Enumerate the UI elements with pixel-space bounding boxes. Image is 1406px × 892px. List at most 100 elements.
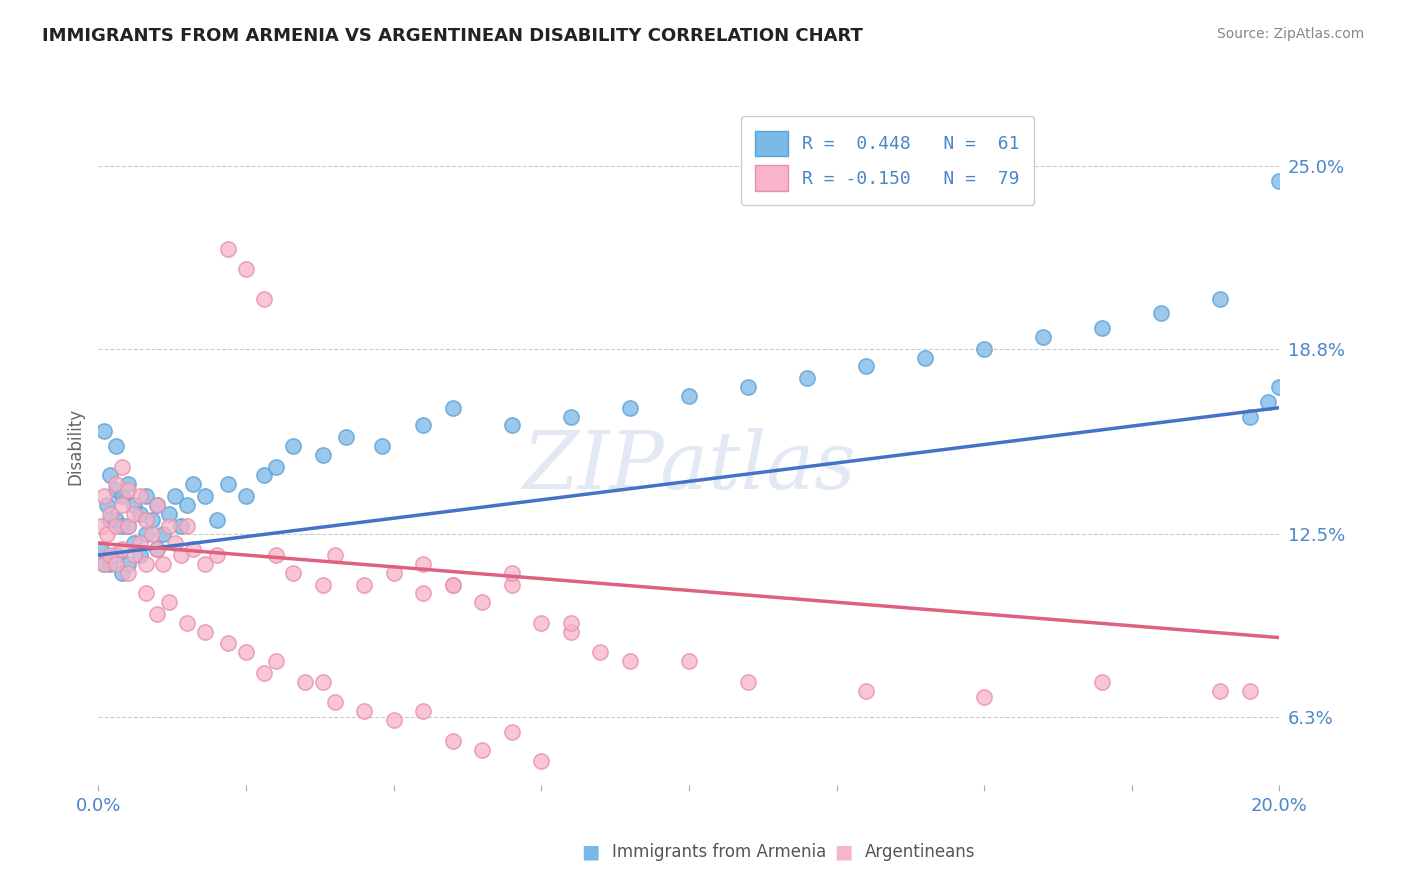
Point — [146, 498, 169, 512]
Point — [737, 380, 759, 394]
Point — [1150, 306, 1173, 320]
Point — [973, 342, 995, 356]
Point — [560, 409, 582, 424]
Point — [217, 636, 239, 650]
Point — [441, 577, 464, 591]
Point — [678, 389, 700, 403]
Point — [235, 262, 257, 277]
Point — [111, 489, 134, 503]
Point — [135, 513, 157, 527]
Point — [117, 518, 139, 533]
Point — [312, 674, 335, 689]
Point — [157, 595, 180, 609]
Point — [152, 557, 174, 571]
Point — [253, 292, 276, 306]
Point — [1091, 674, 1114, 689]
Point — [353, 704, 375, 718]
Point — [501, 577, 523, 591]
Point — [141, 513, 163, 527]
Point — [90, 518, 112, 533]
Point — [501, 418, 523, 433]
Point — [111, 518, 134, 533]
Point — [165, 536, 187, 550]
Point — [471, 742, 494, 756]
Point — [105, 439, 128, 453]
Point — [111, 542, 134, 557]
Point — [1268, 174, 1291, 188]
Point — [382, 713, 405, 727]
Point — [264, 654, 287, 668]
Point — [1268, 380, 1291, 394]
Point — [105, 513, 128, 527]
Point — [441, 733, 464, 747]
Point — [194, 557, 217, 571]
Point — [1209, 683, 1232, 698]
Text: Source: ZipAtlas.com: Source: ZipAtlas.com — [1216, 27, 1364, 41]
Point — [105, 548, 128, 562]
Point — [111, 566, 134, 580]
Y-axis label: Disability: Disability — [66, 408, 84, 484]
Point — [235, 645, 257, 659]
Point — [146, 498, 169, 512]
Point — [135, 557, 157, 571]
Point — [589, 645, 612, 659]
Point — [176, 518, 198, 533]
Point — [371, 439, 394, 453]
Point — [194, 489, 217, 503]
Point — [323, 695, 346, 709]
Point — [157, 518, 180, 533]
Point — [98, 548, 121, 562]
Point — [128, 507, 150, 521]
Point — [471, 595, 494, 609]
Point — [128, 536, 150, 550]
Point — [111, 498, 134, 512]
Point — [560, 624, 582, 639]
Point — [157, 507, 180, 521]
Point — [501, 566, 523, 580]
Point — [412, 704, 434, 718]
Point — [152, 527, 174, 541]
Point — [122, 548, 145, 562]
Point — [98, 507, 121, 521]
Point — [235, 489, 257, 503]
Point — [176, 498, 198, 512]
Point — [176, 615, 198, 630]
Point — [1209, 292, 1232, 306]
Point — [264, 459, 287, 474]
Point — [217, 477, 239, 491]
Point — [1239, 409, 1261, 424]
Point — [205, 513, 228, 527]
Point — [181, 477, 204, 491]
Point — [93, 424, 115, 438]
Point — [135, 489, 157, 503]
Point — [117, 483, 139, 498]
Point — [135, 586, 157, 600]
Point — [973, 690, 995, 704]
Point — [323, 548, 346, 562]
Text: ■: ■ — [834, 842, 853, 862]
Point — [253, 665, 276, 680]
Point — [117, 477, 139, 491]
Point — [90, 542, 112, 557]
Point — [96, 498, 118, 512]
Point — [914, 351, 936, 365]
Point — [283, 439, 305, 453]
Point — [678, 654, 700, 668]
Point — [98, 513, 121, 527]
Point — [122, 498, 145, 512]
Point — [96, 527, 118, 541]
Point — [141, 527, 163, 541]
Point — [412, 557, 434, 571]
Text: Immigrants from Armenia: Immigrants from Armenia — [612, 843, 825, 861]
Point — [253, 468, 276, 483]
Point — [93, 557, 115, 571]
Point — [146, 542, 169, 557]
Point — [170, 548, 193, 562]
Point — [796, 371, 818, 385]
Text: ■: ■ — [581, 842, 600, 862]
Point — [353, 577, 375, 591]
Text: Argentineans: Argentineans — [865, 843, 976, 861]
Point — [619, 654, 641, 668]
Point — [98, 468, 121, 483]
Point — [501, 725, 523, 739]
